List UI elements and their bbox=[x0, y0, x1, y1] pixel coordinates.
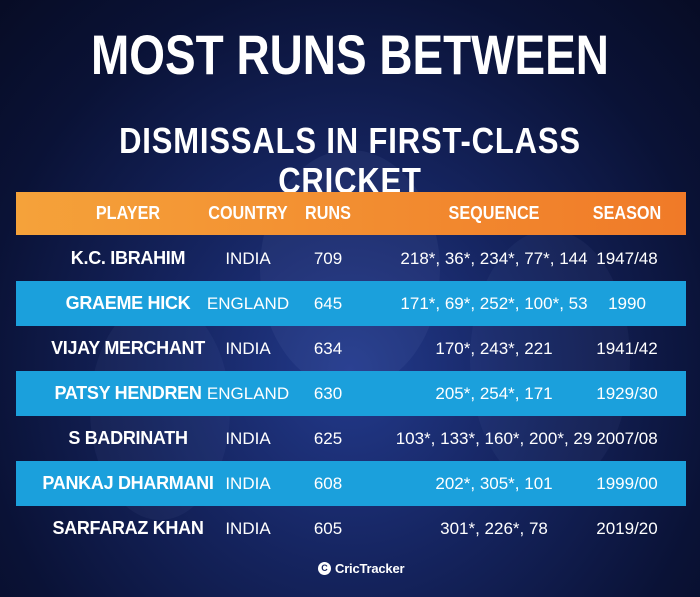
header-runs: RUNS bbox=[305, 203, 351, 223]
runs: 709 bbox=[313, 248, 343, 268]
background-player-silhouette bbox=[260, 150, 440, 390]
season: 2007/08 bbox=[596, 428, 658, 448]
player-name: VIJAY MERCHANT bbox=[51, 338, 205, 358]
crictracker-logo-icon: C bbox=[318, 561, 331, 575]
country: ENGLAND bbox=[206, 293, 290, 313]
header-country: COUNTRY bbox=[208, 203, 288, 223]
table-row: PANKAJ DHARMANI INDIA 608 202*, 305*, 10… bbox=[16, 461, 686, 506]
title-line-2: DISMISSALS IN FIRST-CLASS CRICKET bbox=[119, 120, 581, 201]
sequence: 202*, 305*, 101 bbox=[435, 473, 553, 493]
table-row: GRAEME HICK ENGLAND 645 171*, 69*, 252*,… bbox=[16, 281, 686, 326]
season: 1999/00 bbox=[596, 473, 658, 493]
player-name: PANKAJ DHARMANI bbox=[42, 473, 214, 493]
runs: 625 bbox=[313, 428, 343, 448]
runs: 608 bbox=[313, 473, 343, 493]
title-line-1: MOST RUNS BETWEEN bbox=[91, 23, 609, 86]
sequence: 218*, 36*, 234*, 77*, 144 bbox=[400, 248, 588, 268]
season: 1929/30 bbox=[596, 383, 658, 403]
runs: 645 bbox=[313, 293, 343, 313]
background-player-silhouette bbox=[470, 230, 630, 490]
sequence: 205*, 254*, 171 bbox=[435, 383, 553, 403]
table-row: K.C. IBRAHIM INDIA 709 218*, 36*, 234*, … bbox=[16, 236, 686, 281]
player-name: PATSY HENDREN bbox=[54, 383, 202, 403]
player-name: SARFARAZ KHAN bbox=[52, 518, 204, 538]
crictracker-logo: C CricTracker bbox=[318, 558, 428, 578]
sequence: 170*, 243*, 221 bbox=[435, 338, 553, 358]
season: 1990 bbox=[608, 293, 646, 313]
country: ENGLAND bbox=[206, 383, 290, 403]
player-name: K.C. IBRAHIM bbox=[70, 248, 186, 268]
runs: 630 bbox=[313, 383, 343, 403]
runs: 605 bbox=[313, 518, 343, 538]
sequence: 103*, 133*, 160*, 200*, 29 bbox=[395, 428, 593, 448]
season: 2019/20 bbox=[596, 518, 658, 538]
player-name: S BADRINATH bbox=[68, 428, 188, 448]
player-name: GRAEME HICK bbox=[65, 293, 191, 313]
season: 1947/48 bbox=[596, 248, 658, 268]
season: 1941/42 bbox=[596, 338, 658, 358]
country: INDIA bbox=[225, 473, 271, 493]
header-player: PLAYER bbox=[95, 203, 161, 223]
country: INDIA bbox=[225, 338, 271, 358]
table-row: S BADRINATH INDIA 625 103*, 133*, 160*, … bbox=[16, 416, 686, 461]
header-sequence: SEQUENCE bbox=[448, 203, 540, 223]
country: INDIA bbox=[225, 518, 271, 538]
table-row: PATSY HENDREN ENGLAND 630 205*, 254*, 17… bbox=[16, 371, 686, 416]
sequence: 171*, 69*, 252*, 100*, 53 bbox=[400, 293, 588, 313]
sequence: 301*, 226*, 78 bbox=[440, 518, 548, 538]
table-row: VIJAY MERCHANT INDIA 634 170*, 243*, 221… bbox=[16, 326, 686, 371]
logo-text: CricTracker bbox=[335, 560, 405, 576]
header-season: SEASON bbox=[592, 203, 662, 223]
country: INDIA bbox=[225, 248, 271, 268]
table-header: PLAYER COUNTRY RUNS SEQUENCE SEASON bbox=[16, 192, 686, 235]
table-row: SARFARAZ KHAN INDIA 605 301*, 226*, 78 2… bbox=[16, 506, 686, 551]
country: INDIA bbox=[225, 428, 271, 448]
runs: 634 bbox=[313, 338, 343, 358]
